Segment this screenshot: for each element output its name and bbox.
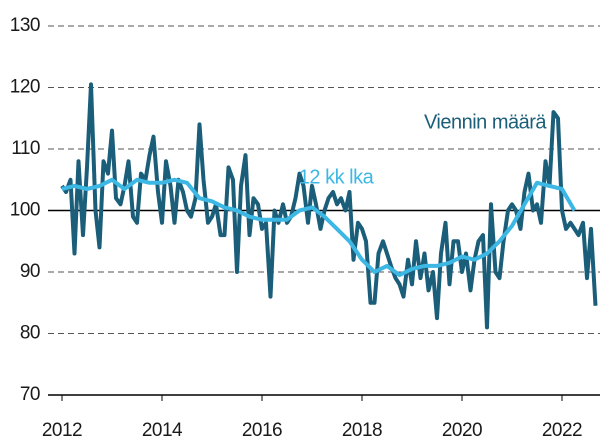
y-tick-label: 130	[10, 15, 40, 36]
y-tick-label: 80	[20, 323, 40, 344]
x-tick-label: 2012	[42, 420, 82, 441]
x-tick-label: 2022	[542, 420, 582, 441]
series-label: 12 kk lka	[299, 166, 375, 188]
y-tick-label: 110	[11, 138, 40, 159]
x-tick-label: 2014	[142, 420, 183, 441]
series-label: Viennin määrä	[424, 111, 547, 133]
y-tick-label: 70	[20, 384, 40, 405]
x-tick-label: 2018	[342, 420, 382, 441]
series-line	[61, 177, 577, 278]
x-tick-label: 2020	[442, 420, 482, 441]
series-line	[60, 82, 598, 330]
plot: 70 80 90 100 110 120 130 2012 2014 2016 2018 2020 20…	[10, 15, 600, 441]
y-tick-label: 120	[10, 77, 40, 98]
x-tick-label: 2016	[242, 420, 282, 441]
y-tick-label: 100	[10, 200, 40, 221]
y-tick-label: 90	[20, 261, 40, 282]
